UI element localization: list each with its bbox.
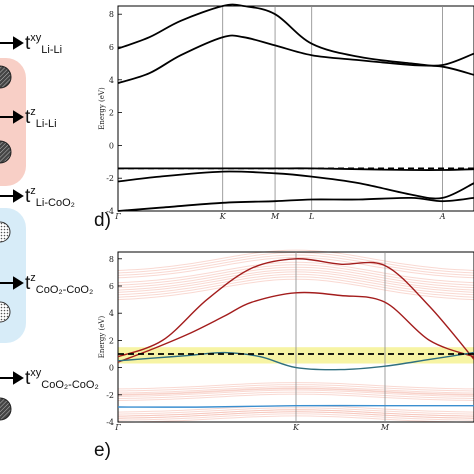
coo2-atom-top — [0, 221, 11, 243]
coo2-atom-lower — [0, 397, 12, 421]
y-axis-label: Energy (eV) — [98, 87, 106, 130]
y-tick-label: -2 — [106, 174, 114, 183]
band-series-1 — [117, 258, 474, 360]
y-tick-label: 8 — [109, 10, 114, 19]
y-tick-label: 2 — [109, 336, 114, 345]
y-tick-label: 6 — [109, 43, 114, 52]
band-series-4 — [117, 404, 474, 408]
band-series-1 — [117, 3, 474, 67]
plot-frame — [117, 5, 474, 212]
li-atom-top — [0, 65, 12, 89]
y-tick-label: 8 — [109, 255, 114, 264]
y-tick-label: -2 — [106, 391, 114, 400]
band-series-2 — [117, 291, 474, 363]
panel-label-e: e) — [94, 440, 111, 461]
kpath-tick-label: L — [308, 212, 314, 221]
kpath-tick-label: A — [439, 212, 446, 221]
y-tick-label: 6 — [109, 282, 114, 291]
band-series-4 — [117, 170, 474, 200]
y-axis-label: Energy (eV) — [98, 316, 106, 359]
kpath-tick-label: Γ — [114, 423, 121, 432]
kpath-tick-label: M — [380, 423, 390, 432]
panel-label-d: d) — [94, 210, 111, 231]
schematic-svg — [0, 36, 26, 421]
hopping-label-1: txyLi-Li — [25, 31, 63, 57]
y-tick-label: 4 — [109, 76, 114, 85]
band-series-5 — [117, 196, 474, 212]
y-tick-label: 2 — [109, 109, 114, 118]
y-tick-label: 0 — [109, 141, 114, 150]
left-schematic — [0, 0, 100, 474]
arrowhead-3 — [13, 189, 24, 203]
y-tick-label: -4 — [106, 207, 114, 216]
y-tick-label: 4 — [109, 309, 114, 318]
arrowhead-2 — [13, 110, 24, 124]
kpath-tick-label: Γ — [114, 212, 121, 221]
band-series-2 — [117, 34, 474, 84]
hopping-label-3: tzLi-CoO₂ — [25, 184, 75, 210]
background-band-upper — [117, 249, 474, 271]
hopping-label-4: tzCoO₂-CoO₂ — [25, 271, 94, 297]
y-tick-label: 0 — [109, 364, 114, 373]
kpath-tick-label: K — [219, 212, 227, 221]
hopping-label-2: tzLi-Li — [25, 105, 57, 131]
hopping-label-5: txyCoO₂-CoO₂ — [25, 366, 99, 392]
y-tick-label: -4 — [106, 418, 114, 427]
kpath-tick-label: M — [270, 212, 280, 221]
coo2-atom-bottom — [0, 301, 11, 323]
kpath-tick-label: K — [292, 423, 300, 432]
arrowhead-1 — [13, 36, 24, 50]
band-series-3 — [117, 351, 474, 371]
li-atom-bottom — [0, 140, 12, 164]
arrowhead-4 — [13, 276, 24, 290]
arrowhead-5 — [13, 371, 24, 385]
